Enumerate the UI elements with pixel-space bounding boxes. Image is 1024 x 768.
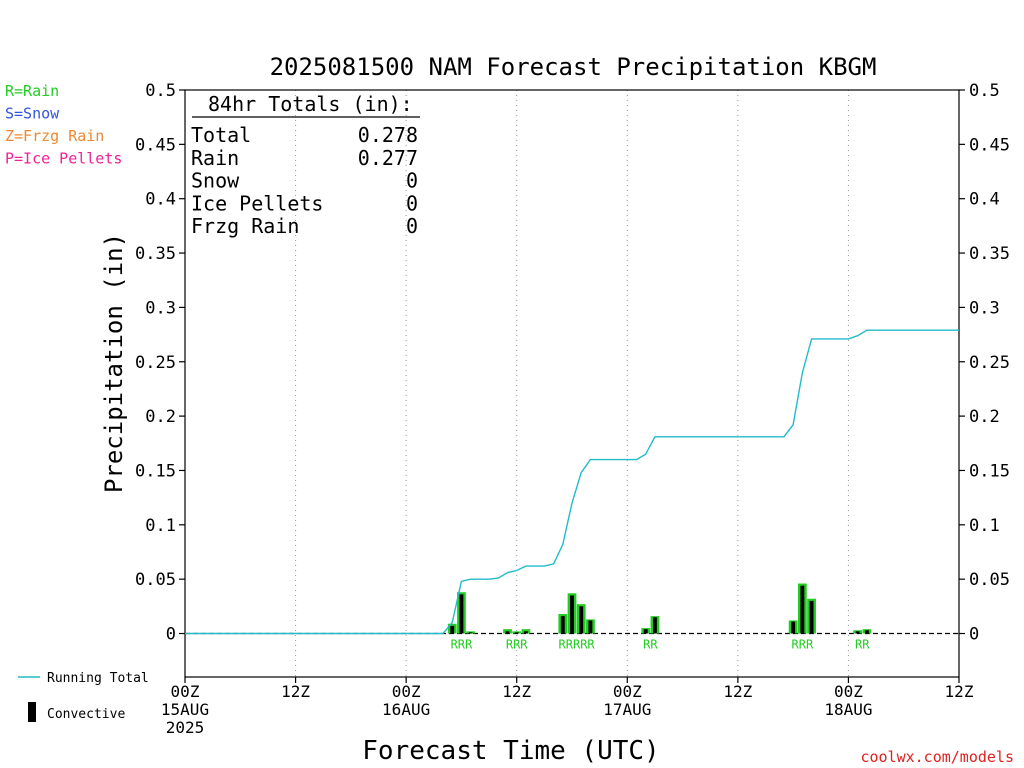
- precip-type-label: RR: [643, 638, 658, 652]
- x-tick-label: 12Z: [281, 682, 310, 701]
- totals-row-value: 0.278: [358, 123, 418, 147]
- totals-header: 84hr Totals (in):: [208, 92, 413, 116]
- totals-row-value: 0: [406, 214, 418, 238]
- convective-bar: [809, 600, 814, 634]
- y-tick-label-right: 0.2: [969, 407, 1000, 427]
- y-axis-left: 0 0.05 0.1 0.15 0.2 0.25 0.3 0.35 0.4 0.45 0.5: [135, 81, 185, 645]
- precip-type-label: RRR: [506, 638, 528, 652]
- y-tick-label: 0.35: [135, 244, 176, 264]
- y-tick-label: 0.1: [145, 516, 176, 536]
- convective-bar: [855, 631, 860, 634]
- y-tick-label-right: 0.35: [969, 244, 1010, 264]
- vertical-grid: [295, 90, 849, 677]
- totals-row-label: Total: [191, 123, 251, 147]
- y-tick-label-right: 0.45: [969, 135, 1010, 155]
- totals-row-label: Frzg Rain: [191, 214, 299, 238]
- totals-row-value: 0: [406, 191, 418, 215]
- chart-title: 2025081500 NAM Forecast Precipitation KB…: [270, 53, 877, 81]
- totals-box: 84hr Totals (in): Total 0.278 Rain 0.277 Sno…: [191, 92, 420, 238]
- legend-type-0: R=Rain: [5, 82, 59, 100]
- y-tick-label: 0.25: [135, 353, 176, 373]
- totals-row-value: 0: [406, 169, 418, 193]
- convective-bar: [800, 585, 805, 634]
- convective-bar: [579, 606, 584, 634]
- convective-bar: [468, 632, 473, 634]
- convective-bar: [588, 620, 593, 634]
- legend-type-1: S=Snow: [5, 105, 60, 123]
- legend-type-3: P=Ice Pellets: [5, 150, 122, 168]
- x-tick-label: 12Z: [945, 682, 974, 701]
- convective-bar: [505, 631, 510, 634]
- y-axis-right: 0 0.05 0.1 0.15 0.2 0.25 0.3 0.35 0.4 0.45 0.5: [959, 81, 1010, 645]
- x-tick-label: 00Z: [171, 682, 200, 701]
- convective-legend-swatch: [28, 702, 36, 722]
- y-tick-label-right: 0.5: [969, 81, 1000, 101]
- x-tick-label: 00Z: [834, 682, 863, 701]
- y-tick-label: 0.5: [145, 81, 176, 101]
- precip-type-label: RRR: [451, 638, 473, 652]
- y-tick-label: 0.45: [135, 135, 176, 155]
- convective-bar: [459, 594, 464, 634]
- y-axis-title: Precipitation (in): [100, 233, 128, 493]
- source-footer: coolwx.com/models: [860, 748, 1014, 766]
- convective-bar: [652, 617, 657, 634]
- precip-type-label: RR: [855, 638, 870, 652]
- totals-row-label: Rain: [191, 146, 239, 170]
- y-tick-label: 0.05: [135, 570, 176, 590]
- precip-type-legend: R=Rain S=Snow Z=Frzg Rain P=Ice Pellets: [5, 82, 122, 168]
- y-tick-label: 0: [166, 625, 176, 645]
- y-tick-label-right: 0.4: [969, 190, 1000, 210]
- x-tick-label: 18AUG: [824, 700, 872, 719]
- y-tick-label-right: 0: [969, 625, 979, 645]
- x-tick-label: 00Z: [392, 682, 421, 701]
- y-tick-label-right: 0.25: [969, 353, 1010, 373]
- x-axis-title: Forecast Time (UTC): [362, 736, 659, 766]
- x-tick-label: 2025: [166, 718, 205, 737]
- x-tick-label: 16AUG: [382, 700, 430, 719]
- x-tick-label: 00Z: [613, 682, 642, 701]
- convective-legend-label: Convective: [47, 707, 125, 722]
- precip-type-label: RRRRR: [559, 638, 596, 652]
- y-tick-label: 0.4: [145, 190, 176, 210]
- precip-type-label: RRR: [792, 638, 814, 652]
- legend-type-2: Z=Frzg Rain: [5, 127, 104, 145]
- totals-row-label: Snow: [191, 169, 240, 193]
- y-tick-label-right: 0.05: [969, 570, 1010, 590]
- totals-row-label: Ice Pellets: [191, 191, 323, 215]
- convective-bar: [450, 625, 455, 634]
- x-tick-label: 12Z: [723, 682, 752, 701]
- convective-bar: [560, 616, 565, 634]
- convective-bar: [864, 630, 869, 634]
- y-tick-label: 0.3: [145, 298, 176, 318]
- running-total-legend-label: Running Total: [47, 671, 149, 686]
- convective-bar: [791, 621, 796, 634]
- convective-bar: [570, 595, 574, 634]
- precip-bars: [447, 583, 872, 634]
- x-tick-label: 17AUG: [603, 700, 651, 719]
- plot-frame: [184, 89, 960, 678]
- y-tick-label-right: 0.1: [969, 516, 1000, 536]
- running-total-line: [185, 329, 959, 635]
- precip-type-labels: RRR RRR RRRRR RR RRR RR: [451, 638, 871, 652]
- y-tick-label-right: 0.3: [969, 298, 1000, 318]
- convective-bar: [643, 629, 648, 634]
- y-tick-label-right: 0.15: [969, 461, 1010, 481]
- y-tick-label: 0.15: [135, 461, 176, 481]
- x-tick-label: 15AUG: [161, 700, 209, 719]
- x-tick-label: 12Z: [502, 682, 531, 701]
- convective-bar: [514, 632, 519, 634]
- y-tick-label: 0.2: [145, 407, 176, 427]
- convective-bar: [523, 631, 528, 634]
- totals-row-value: 0.277: [358, 146, 418, 170]
